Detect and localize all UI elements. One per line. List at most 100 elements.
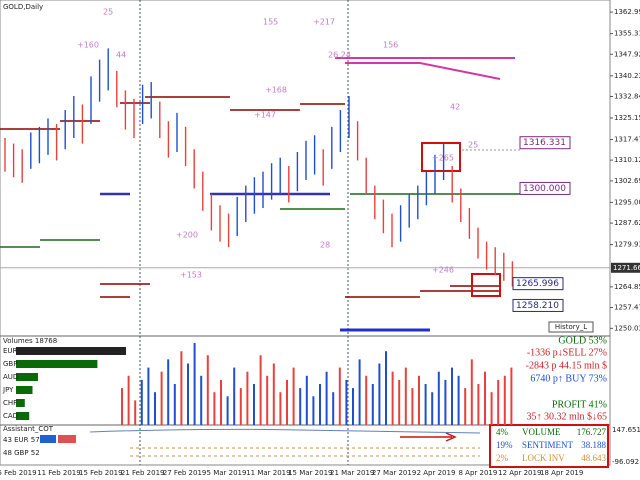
price-label-box — [512, 298, 564, 312]
annotation: +147 — [254, 111, 276, 120]
date-label: 27 Mar 2019 — [372, 469, 416, 477]
y-tick-label: 1355.310 — [614, 30, 640, 38]
info-text: 6740 p↑ BUY 73% — [530, 373, 607, 384]
currency-bar — [16, 360, 98, 368]
y-tick-label: 1362.995 — [614, 8, 640, 16]
history-button[interactable] — [548, 321, 594, 333]
y-tick-label: 1279.930 — [614, 241, 640, 249]
cot-line — [130, 447, 480, 457]
cot-swatch — [58, 435, 76, 443]
currency-bar — [16, 386, 33, 394]
annotation: 156 — [383, 41, 398, 50]
date-label: 18 Apr 2019 — [540, 469, 583, 477]
currency-bar — [16, 412, 30, 420]
annotation: +246 — [432, 266, 454, 275]
stat-name: LOCK INV — [522, 453, 565, 463]
annotation: 25 — [103, 8, 113, 17]
price-label: 1258.210 — [516, 301, 559, 311]
date-label: 2 Apr 2019 — [417, 469, 456, 477]
price-label: 1265.996 — [516, 279, 559, 289]
y-tick-label: 1295.005 — [614, 198, 640, 206]
cot-axis: -96.092 — [612, 458, 639, 466]
info-text: -2843 p 44.15 mln $ — [526, 360, 607, 371]
chart-frame — [0, 0, 611, 466]
currency-label: EUR — [3, 347, 18, 355]
highlight-box — [421, 142, 461, 172]
annotation: +200 — [176, 231, 198, 240]
history-button-label[interactable]: History_L — [555, 323, 587, 331]
date-label: 12 Apr 2019 — [498, 469, 541, 477]
annotation: 28 — [320, 241, 330, 250]
current-price-label: 1271.660 — [613, 264, 640, 272]
currency-label: JPY — [2, 386, 14, 394]
annotation: 155 — [263, 18, 278, 27]
annotation: +265 — [432, 154, 454, 163]
annotation: +160 — [77, 41, 99, 50]
stat-value: 176.727 — [577, 427, 607, 437]
price-label: 1300.000 — [523, 184, 566, 194]
date-label: 5 Feb 2019 — [0, 469, 37, 477]
date-label: 15 Feb 2019 — [79, 469, 123, 477]
info-text: GOLD 53% — [558, 335, 607, 346]
currency-bar — [16, 373, 38, 381]
chart-title: GOLD,Daily — [3, 3, 43, 11]
annotation: +153 — [180, 271, 202, 280]
level-lines — [335, 57, 515, 80]
date-label: 27 Feb 2019 — [163, 469, 207, 477]
annotation: 25 — [468, 141, 478, 150]
info-text: -1336 p↓SELL 27% — [527, 347, 607, 358]
stat-pct: 2% — [496, 453, 509, 463]
annotation: 44 — [116, 51, 126, 60]
annotation: +217 — [313, 18, 335, 27]
date-label: 11 Mar 2019 — [246, 469, 290, 477]
annotation: 26 24 — [328, 51, 351, 60]
cot-axis: 147.651 — [612, 426, 640, 434]
y-tick-label: 1257.470 — [614, 304, 640, 312]
date-label: 21 Mar 2019 — [330, 469, 374, 477]
currency-label: CHF — [3, 399, 17, 407]
level-lines — [0, 193, 520, 248]
date-label: 8 Apr 2019 — [458, 469, 497, 477]
y-tick-label: 1347.920 — [614, 50, 640, 58]
y-tick-label: 1302.695 — [614, 177, 640, 185]
y-tick-label: 1325.155 — [614, 114, 640, 122]
y-tick-label: 1287.620 — [614, 219, 640, 227]
price-label-box — [512, 277, 564, 291]
stat-name: SENTIMENT — [522, 440, 573, 450]
cot-title: Assistant_COT — [3, 425, 54, 433]
date-label: 15 Mar 2019 — [288, 469, 332, 477]
y-tick-label: 1340.235 — [614, 72, 640, 80]
y-tick-label: 1264.855 — [614, 283, 640, 291]
stat-pct: 19% — [496, 440, 513, 450]
price-label-box — [519, 136, 571, 150]
price-label: 1316.331 — [523, 138, 566, 148]
stat-name: VOLUME — [522, 427, 561, 437]
currency-bar — [16, 399, 25, 407]
stat-value: 48.643 — [581, 453, 606, 463]
date-label: 5 Mar 2019 — [207, 469, 247, 477]
highlight-box — [471, 273, 501, 297]
currency-bar — [16, 347, 126, 355]
annotation: +168 — [265, 86, 287, 95]
annotation: 42 — [450, 103, 460, 112]
y-tick-label: 1317.470 — [614, 136, 640, 144]
y-tick-label: 1310.120 — [614, 156, 640, 164]
info-text: PROFIT 41% — [552, 399, 607, 410]
date-label: 21 Feb 2019 — [121, 469, 165, 477]
date-label: 11 Feb 2019 — [37, 469, 81, 477]
cot-swatch — [40, 435, 56, 443]
info-text: 35↑ 30.32 mln $↓65 — [526, 411, 607, 422]
stats-box — [489, 424, 609, 468]
currency-label: GBP — [3, 360, 17, 368]
cot-line — [89, 428, 481, 434]
arrow — [400, 432, 457, 442]
cot-row: 43 EUR 57 — [3, 436, 40, 444]
y-tick-label: 1250.035 — [614, 324, 640, 332]
price-label-box — [519, 181, 571, 195]
level-lines — [0, 96, 500, 298]
stat-pct: 4% — [496, 427, 509, 437]
volume-title: Volumes 18768 — [3, 337, 57, 345]
y-tick-label: 1332.845 — [614, 92, 640, 100]
